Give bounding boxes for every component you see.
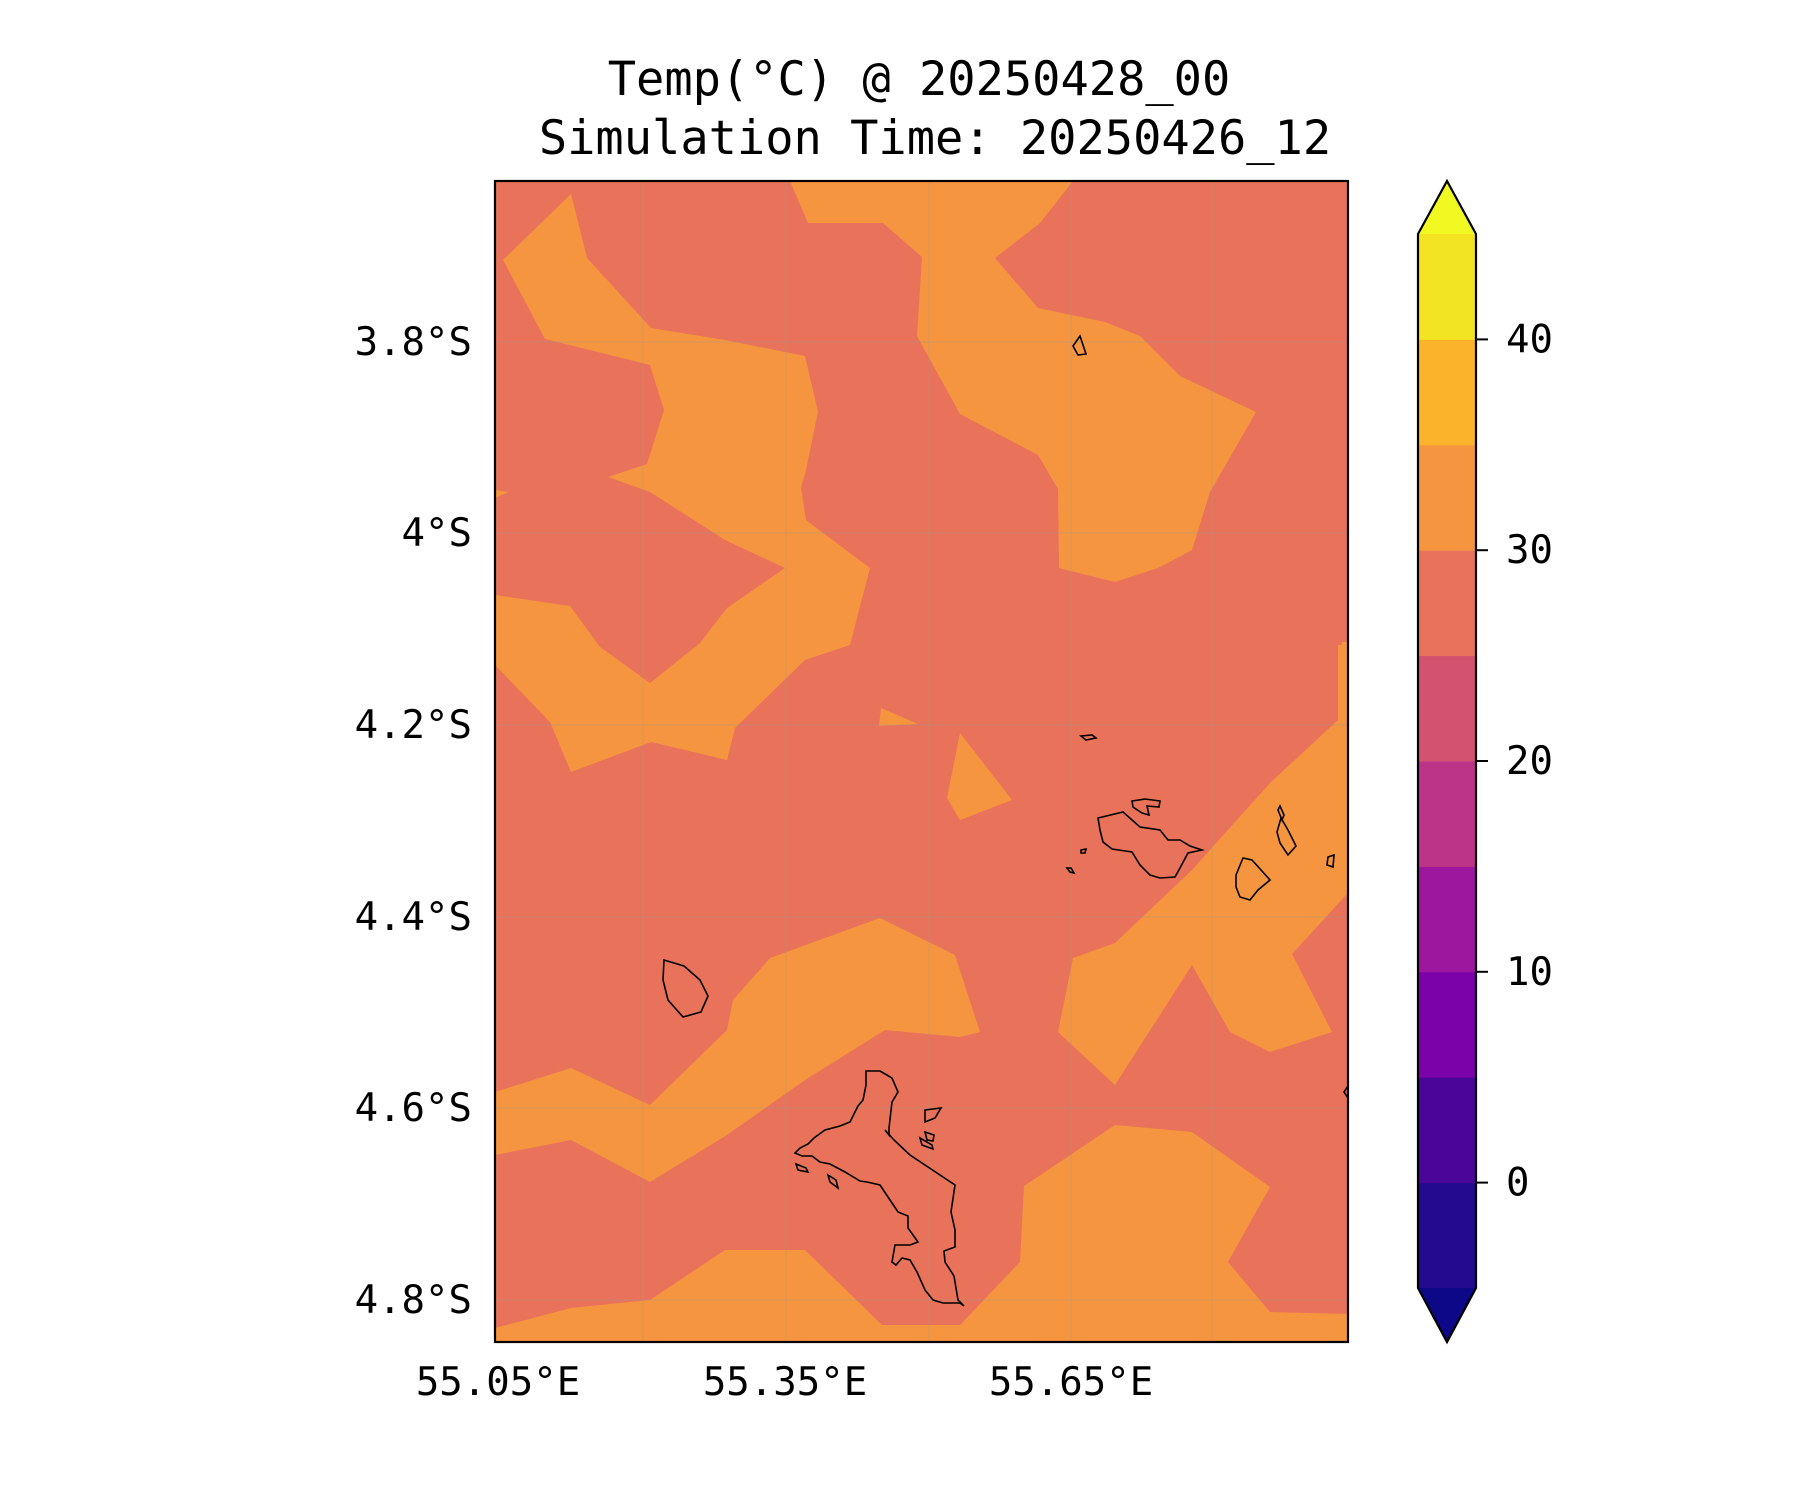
colorbar-bin bbox=[1418, 866, 1476, 973]
y-tick-label: 4.4°S bbox=[355, 895, 472, 940]
island-curieuse bbox=[1131, 798, 1161, 817]
colorbar-bin bbox=[1418, 444, 1476, 551]
map-frame bbox=[493, 179, 1350, 1344]
island-tiny-4 bbox=[1326, 853, 1335, 869]
colorbar-tick-label: 10 bbox=[1506, 950, 1553, 995]
y-tick-label: 4.2°S bbox=[355, 703, 472, 748]
island-tiny-2 bbox=[1065, 867, 1076, 875]
y-tick-label: 3.8°S bbox=[355, 320, 472, 365]
y-axis: 3.8°S 4°S 4.2°S 4.4°S 4.6°S 4.8°S bbox=[355, 320, 472, 1323]
warm-patch-top-left bbox=[495, 194, 870, 772]
warm-patch-right-diagonal bbox=[1058, 645, 1348, 1085]
colorbar-tick-label: 0 bbox=[1506, 1161, 1529, 1206]
colorbar-bins bbox=[1418, 234, 1476, 1289]
colorbar-bin bbox=[1418, 761, 1476, 867]
coastlines bbox=[662, 334, 1348, 1307]
warm-patch-center-small-1 bbox=[879, 708, 918, 726]
y-tick-label: 4°S bbox=[402, 511, 472, 556]
colorbar-outline bbox=[1416, 178, 1478, 1345]
island-tiny-1 bbox=[1080, 847, 1088, 854]
colorbar-bin bbox=[1418, 655, 1476, 762]
y-tick-label: 4.6°S bbox=[355, 1086, 472, 1131]
map-area bbox=[495, 181, 1348, 1342]
colorbar: 40 30 20 10 0 bbox=[1416, 178, 1553, 1345]
island-la-digue bbox=[1235, 857, 1272, 901]
colorbar-bin bbox=[1418, 1182, 1476, 1289]
colorbar-tick-label: 30 bbox=[1506, 528, 1553, 573]
colorbar-bin bbox=[1418, 339, 1476, 446]
island-round bbox=[918, 1136, 935, 1151]
x-tick-label: 55.05°E bbox=[416, 1360, 580, 1405]
warm-patch-left-edge bbox=[495, 490, 508, 498]
y-tick-label: 4.8°S bbox=[355, 1278, 472, 1323]
island-ste-anne bbox=[924, 1107, 943, 1124]
colorbar-tick-label: 20 bbox=[1506, 739, 1553, 784]
x-axis: 55.05°E 55.35°E 55.65°E bbox=[416, 1360, 1153, 1405]
island-east-edge bbox=[1343, 1085, 1348, 1099]
island-small-bar bbox=[1078, 734, 1098, 741]
island-tiny-3 bbox=[1277, 804, 1285, 823]
island-north-tiny bbox=[1072, 334, 1088, 356]
island-therese bbox=[794, 1162, 810, 1174]
x-tick-label: 55.65°E bbox=[989, 1360, 1153, 1405]
island-conception bbox=[826, 1173, 840, 1190]
title-line-2: Simulation Time: 20250426_12 bbox=[539, 111, 1331, 166]
warm-patch-center-small-2 bbox=[947, 733, 1012, 820]
colorbar-ticks: 40 30 20 10 0 bbox=[1476, 317, 1553, 1206]
warm-patch-top-middle bbox=[790, 181, 1256, 582]
colorbar-bin bbox=[1418, 1077, 1476, 1184]
title-line-1: Temp(°C) @ 20250428_00 bbox=[608, 52, 1231, 107]
colorbar-bin bbox=[1418, 234, 1476, 340]
colorbar-bin bbox=[1418, 550, 1476, 657]
x-tick-label: 55.35°E bbox=[703, 1360, 867, 1405]
temp-region-30-35 bbox=[495, 181, 1348, 1342]
colorbar-extend-min bbox=[1418, 1288, 1476, 1342]
island-praslin bbox=[1097, 811, 1206, 879]
gridlines bbox=[495, 181, 1348, 1342]
island-cerf bbox=[923, 1130, 935, 1142]
warm-patch-middle-lower bbox=[495, 918, 980, 1182]
island-felicite bbox=[1276, 815, 1297, 857]
island-mahe bbox=[793, 1070, 965, 1307]
colorbar-tick-label: 40 bbox=[1506, 317, 1553, 362]
warm-patch-bottom bbox=[495, 1125, 1348, 1342]
colorbar-bin bbox=[1418, 971, 1476, 1078]
warm-patch-right-edge bbox=[1340, 642, 1348, 652]
colorbar-extend-max bbox=[1418, 181, 1476, 234]
island-silhouette bbox=[662, 958, 709, 1018]
